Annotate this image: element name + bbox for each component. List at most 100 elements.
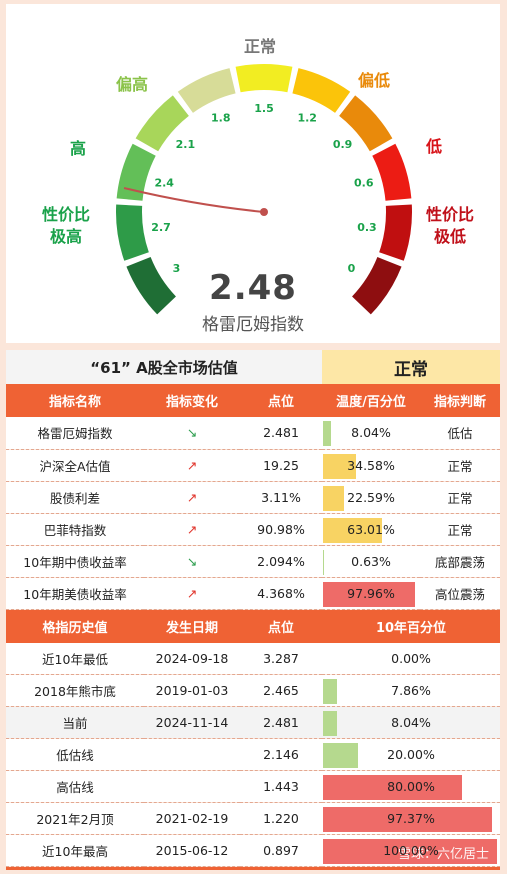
gauge-segment [372,143,412,201]
indicator-judgement: 正常 [420,449,501,482]
gauge-tick-label: 0 [348,262,356,275]
zone-label-slightly-low: 偏低 [358,70,390,92]
valuation-body: 格雷厄姆指数 ↘ 2.481 8.04% 低估 沪深全A估值 ↗ 19.25 34.58% 正常股… [6,417,501,610]
history-date: 2024-09-18 [144,642,240,675]
zone-label-very-high-text: 性价比 极高 [42,205,91,246]
zone-label-high: 高 [70,138,86,160]
history-table: 格指历史值 发生日期 点位 10年百分位 近10年最低 2024-09-18 3.2… [6,609,500,867]
gauge-segment [379,204,412,261]
indicator-value: 19.25 [240,449,323,482]
gauge-segment [339,95,393,152]
col-header: 指标变化 [144,384,240,417]
history-row: 近10年最高 2015-06-12 0.897 100.00% [6,834,500,867]
history-date: 2024-11-14 [144,706,240,739]
history-body: 近10年最低 2024-09-18 3.287 0.00% 2018年熊市底 2019-0… [6,642,500,867]
gauge-segment [177,68,236,113]
gauge-tick-label: 2.4 [154,177,174,190]
history-date [144,738,240,771]
zone-label-low-text: 低 [426,137,443,156]
percentile-bar [323,517,383,543]
tables-area: “61” A股全市场估值 正常 指标名称 指标变化 点位 温度/百分位 指标判断… [6,350,501,870]
history-name: 2018年熊市底 [6,674,144,707]
history-percentile-bar [323,839,497,864]
zone-label-normal: 正常 [244,36,276,58]
col-header: 点位 [240,384,323,417]
history-percentile-cell: 100.00% [322,834,500,867]
percentile-value: 22.59% [347,489,395,505]
history-percentile-cell: 20.00% [322,738,500,771]
gauge-tick-label: 3 [173,262,181,275]
indicator-name: 10年期美债收益率 [6,577,144,610]
zone-label-very-low-text: 性价比 极低 [426,205,475,246]
valuation-row: 格雷厄姆指数 ↘ 2.481 8.04% 低估 [6,417,501,450]
percentile-cell: 63.01% [322,513,421,546]
history-row: 当前 2024-11-14 2.481 8.04% [6,706,500,739]
valuation-state: 正常 [322,350,501,384]
percentile-bar [323,485,345,511]
history-name: 当前 [6,706,144,739]
history-percentile-value: 7.86% [391,683,431,698]
percentile-cell: 22.59% [322,481,421,514]
trend-arrow: ↗ [144,513,240,546]
history-value: 2.146 [240,738,322,771]
history-name: 高估线 [6,770,144,803]
valuation-row: 10年期中债收益率 ↘ 2.094% 0.63% 底部震荡 [6,545,501,578]
zone-label-slightly-low-text: 偏低 [358,71,391,90]
history-percentile-bar [323,807,493,832]
zone-label-high-text: 高 [70,139,87,158]
gauge-segment [135,95,189,152]
history-percentile-cell: 0.00% [322,642,500,675]
gauge-tick-label: 2.7 [151,221,171,234]
gauge-value: 2.48 [209,268,297,308]
valuation-row: 巴菲特指数 ↗ 90.98% 63.01% 正常 [6,513,501,546]
trend-arrow: ↗ [144,577,240,610]
percentile-bar [323,549,324,575]
gauge-segment [126,257,176,315]
indicator-value: 90.98% [240,513,323,546]
col-header: 点位 [240,609,322,643]
valuation-table: “61” A股全市场估值 正常 指标名称 指标变化 点位 温度/百分位 指标判断… [6,350,501,610]
valuation-row: 股债利差 ↗ 3.11% 22.59% 正常 [6,481,501,514]
history-percentile-bar [323,775,463,800]
zone-label-normal-text: 正常 [244,37,277,56]
history-percentile-cell: 8.04% [322,706,500,739]
trend-arrow: ↘ [144,417,240,450]
history-name: 低估线 [6,738,144,771]
indicator-judgement: 底部震荡 [420,545,501,578]
history-row: 高估线 1.443 80.00% [6,770,500,803]
history-percentile-bar [323,679,337,704]
history-percentile-bar [323,743,358,768]
percentile-cell: 34.58% [322,449,421,482]
percentile-bar [323,421,331,446]
percentile-value: 97.96% [347,585,395,601]
bottom-divider [6,867,500,870]
history-row: 2018年熊市底 2019-01-03 2.465 7.86% [6,674,500,707]
history-percentile-cell: 7.86% [322,674,500,707]
gauge-tick-label: 1.5 [254,102,274,115]
trend-arrow: ↗ [144,481,240,514]
watermark-text: 雪球：六亿居士 [397,847,489,862]
percentile-bar [323,453,356,479]
history-percentile-cell: 80.00% [322,770,500,803]
history-percentile-value: 100.00% [383,843,439,858]
gauge-tick-label: 0.6 [354,177,374,190]
col-header: 10年百分位 [322,609,500,643]
zone-label-slightly-high-text: 偏高 [116,75,149,94]
history-date: 2021-02-19 [144,802,240,835]
indicator-value: 2.481 [240,417,323,450]
gauge-tick-label: 0.9 [333,138,353,151]
col-header: 发生日期 [144,609,240,643]
gauge-chart: 3 2.7 2.4 2.1 1.8 1.5 1.2 0.9 0.6 0.3 0 [115,64,412,315]
indicator-name: 股债利差 [6,481,144,514]
indicator-name: 格雷厄姆指数 [6,417,144,450]
valuation-header-row: 指标名称 指标变化 点位 温度/百分位 指标判断 [6,384,501,417]
percentile-value: 63.01% [347,521,395,537]
gauge-segment [235,64,293,93]
col-header: 格指历史值 [6,609,144,643]
trend-arrow: ↗ [144,449,240,482]
history-date: 2019-01-03 [144,674,240,707]
history-value: 3.287 [240,642,322,675]
indicator-judgement: 正常 [420,513,501,546]
gauge-segment [352,257,402,315]
col-header: 温度/百分位 [322,384,421,417]
